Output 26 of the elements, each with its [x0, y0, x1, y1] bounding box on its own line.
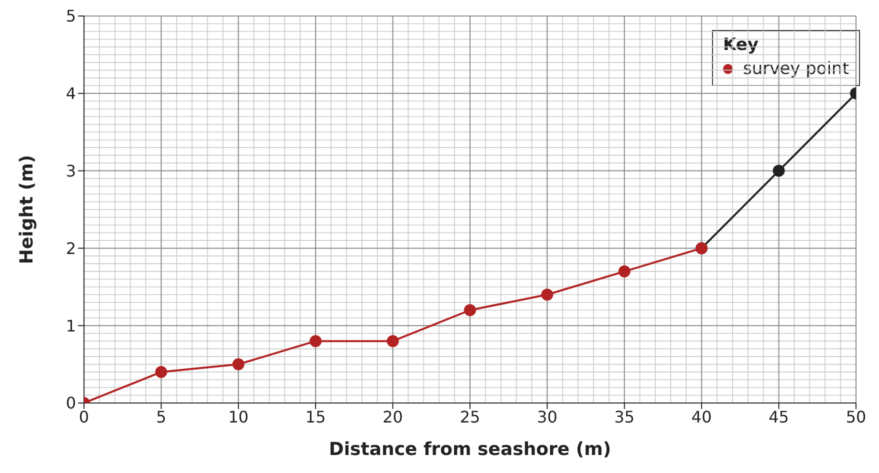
y-tick-label: 1 [66, 316, 76, 336]
y-tick-label: 2 [66, 238, 76, 258]
x-tick-label: 30 [537, 407, 558, 426]
point [541, 288, 554, 301]
y-tick-label: 5 [66, 6, 76, 26]
x-tick-label: 15 [305, 407, 326, 426]
y-tick-label: 3 [66, 161, 76, 180]
y-tick-label: 0 [66, 394, 76, 413]
x-tick-label: 20 [382, 407, 403, 426]
point [386, 335, 399, 348]
point [618, 265, 630, 278]
x-tick-label: 10 [228, 407, 249, 426]
y-axis-title: Height (m) [16, 154, 38, 264]
x-axis-title: Distance from seashore (m) [328, 439, 612, 460]
x-tick-label: 45 [768, 407, 789, 426]
x-tick-label: 5 [156, 407, 166, 426]
point [464, 304, 476, 316]
x-tick-label: 50 [846, 407, 866, 426]
x-tick-label: 40 [691, 407, 712, 426]
y-tick-label: 4 [66, 84, 76, 104]
x-tick-label: 35 [614, 407, 635, 426]
x-tick-label: 0 [78, 407, 90, 426]
point [155, 366, 168, 378]
x-tick-label: 25 [460, 407, 480, 426]
point [232, 358, 244, 370]
point [310, 335, 322, 348]
